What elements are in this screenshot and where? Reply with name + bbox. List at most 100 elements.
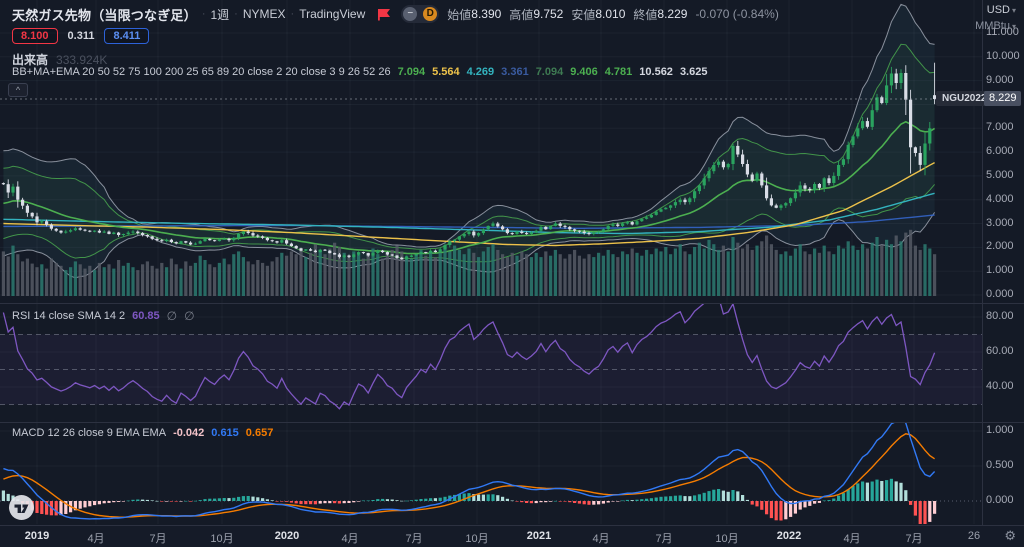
time-axis[interactable]: ⚙ 2019 4月 7月 10月 2020 4月 7月 10月 2021 4月 7月 10月 2022 4… <box>0 525 1024 547</box>
time-axis-month-label: 7月 <box>655 533 673 545</box>
time-axis-month-label: 10月 <box>465 533 489 545</box>
minus-icon[interactable]: − <box>403 7 418 21</box>
range-mid-value: 0.311 <box>67 30 95 42</box>
range-widget-row: 8.100 0.311 8.411 <box>12 28 150 44</box>
price-axis-label: 6.000 <box>986 145 1014 158</box>
red-flag-icon[interactable] <box>377 8 391 21</box>
time-axis-month-label: 7月 <box>149 533 167 545</box>
low-value: 8.010 <box>595 7 626 21</box>
contract-symbol-badge: NGU2022 <box>936 91 993 106</box>
price-axis[interactable]: 11.00010.0009.0008.0007.0006.0005.0004.0… <box>982 0 1024 525</box>
bb-ma-ema-value: 9.406 <box>570 66 598 78</box>
chevron-down-icon: ▾ <box>1011 6 1016 15</box>
bb-ma-ema-legend-row[interactable]: BB+MA+EMA 20 50 52 75 100 200 25 65 89 2… <box>12 66 707 78</box>
high-label: 高値 <box>509 7 534 22</box>
time-axis-year-label: 2022 <box>776 530 802 542</box>
time-axis-year-label: 2021 <box>526 530 552 542</box>
bb-ma-ema-value: 4.781 <box>604 66 633 78</box>
price-axis-label: 0.000 <box>986 288 1014 300</box>
rsi-axis-label: 40.00 <box>986 380 1014 392</box>
rsi-axis-label: 80.00 <box>986 310 1014 322</box>
gear-icon[interactable]: ⚙ <box>1004 528 1016 543</box>
symbol-title: 天然ガス先物（当限つなぎ足） <box>12 7 197 23</box>
time-axis-month-label: 4月 <box>87 533 105 545</box>
volume-value: 333.924K <box>56 52 108 67</box>
price-axis-label: 3.000 <box>986 216 1014 229</box>
time-axis-month-label: 4月 <box>592 533 610 545</box>
interval-label[interactable]: 1週 <box>210 7 230 22</box>
bb-ma-ema-value: 7.094 <box>397 66 426 78</box>
chevron-down-icon: ▾ <box>1011 22 1016 31</box>
price-axis-label: 10.000 <box>986 49 1020 62</box>
time-axis-month-label: 10月 <box>210 533 234 545</box>
volume-label: 出来高 <box>12 53 49 67</box>
currency-selector[interactable]: USD ▾ <box>987 4 1016 16</box>
volume-legend-row[interactable]: 出来高 333.924K <box>12 51 107 68</box>
provider-label: TradingView <box>299 7 366 21</box>
time-axis-month-label: 26 <box>967 530 981 542</box>
rsi-legend: RSI 14 close SMA 14 2 <box>12 310 126 322</box>
time-axis-month-label: 4月 <box>341 533 359 545</box>
last-price-tag: 8.229 <box>984 91 1021 106</box>
price-axis-label: 9.000 <box>986 73 1014 86</box>
time-axis-year-label: 2020 <box>274 530 300 542</box>
main-chart-svg[interactable] <box>0 0 1024 525</box>
rsi-value: 60.85 <box>132 310 160 322</box>
separator-dot: · <box>234 8 238 20</box>
hidden-plot-icon[interactable]: ∅ <box>184 309 195 323</box>
close-label: 終値 <box>633 7 658 22</box>
bar-replay-toggle[interactable]: − D <box>401 5 440 23</box>
macd-values: -0.042 0.615 0.657 <box>166 427 273 439</box>
bb-ma-ema-value: 5.564 <box>432 66 460 78</box>
time-axis-month-label: 7月 <box>405 533 423 545</box>
bb-ma-ema-value: 7.094 <box>535 66 564 78</box>
bb-ma-ema-value: 3.361 <box>501 66 529 78</box>
price-axis-label: 4.000 <box>986 192 1014 205</box>
change-value: -0.070 (-0.84%) <box>695 7 779 21</box>
price-axis-label: 7.000 <box>986 121 1014 134</box>
rsi-legend-row[interactable]: RSI 14 close SMA 14 2 60.85 ∅ ∅ <box>12 309 195 323</box>
separator-dot: · <box>201 8 206 20</box>
bb-ma-ema-value: 4.269 <box>466 66 495 78</box>
bb-ma-ema-legend: BB+MA+EMA 20 50 52 75 100 200 25 65 89 2… <box>12 66 391 78</box>
time-axis-month-label: 10月 <box>715 533 739 545</box>
rsi-axis-label: 60.00 <box>986 345 1014 357</box>
bb-ma-ema-values: 7.094 5.564 4.269 3.361 7.094 9.406 4.781 10.56… <box>391 66 708 78</box>
macd-axis-label: 0.000 <box>986 494 1014 506</box>
macd-legend-row[interactable]: MACD 12 26 close 9 EMA EMA -0.042 0.615 0.… <box>12 427 273 439</box>
separator-dot: · <box>290 8 295 20</box>
chevron-up-icon: ^ <box>15 85 21 95</box>
exchange-label: NYMEX <box>242 7 286 21</box>
symbol-legend-row[interactable]: 天然ガス先物（当限つなぎ足） · 1週 · NYMEX · TradingVie… <box>12 5 779 23</box>
tradingview-logo[interactable] <box>8 494 35 521</box>
macd-value: -0.042 <box>173 427 205 439</box>
time-axis-month-label: 7月 <box>905 533 923 545</box>
legend-collapse-button[interactable]: ^ <box>8 83 28 97</box>
unit-selector[interactable]: MMBtu ▾ <box>975 20 1016 32</box>
hidden-plot-icon[interactable]: ∅ <box>166 309 178 323</box>
open-label: 始値 <box>447 7 472 22</box>
d-mode-icon[interactable]: D <box>423 7 438 21</box>
close-value: 8.229 <box>657 7 688 21</box>
price-axis-label: 2.000 <box>986 240 1014 253</box>
range-low-badge[interactable]: 8.100 <box>12 28 58 44</box>
price-axis-label: 1.000 <box>986 264 1014 277</box>
range-high-badge[interactable]: 8.411 <box>104 28 150 44</box>
currency-label: USD <box>986 4 1010 16</box>
macd-value: 0.615 <box>211 427 239 439</box>
price-axis-label: 5.000 <box>986 168 1014 181</box>
macd-axis-label: 1.000 <box>986 424 1014 436</box>
bb-ma-ema-value: 10.562 <box>639 66 673 78</box>
open-value: 8.390 <box>471 7 502 21</box>
price-axis-label: 11.000 <box>986 26 1019 38</box>
macd-legend: MACD 12 26 close 9 EMA EMA <box>12 427 167 439</box>
bb-ma-ema-value: 3.625 <box>679 66 708 78</box>
high-value: 9.752 <box>533 7 564 21</box>
low-label: 安値 <box>571 7 596 22</box>
time-axis-year-label: 2019 <box>24 530 50 542</box>
time-axis-month-label: 4月 <box>843 533 861 545</box>
macd-axis-label: 0.500 <box>986 459 1014 471</box>
unit-label: MMBtu <box>975 20 1010 32</box>
macd-value: 0.657 <box>245 427 274 439</box>
